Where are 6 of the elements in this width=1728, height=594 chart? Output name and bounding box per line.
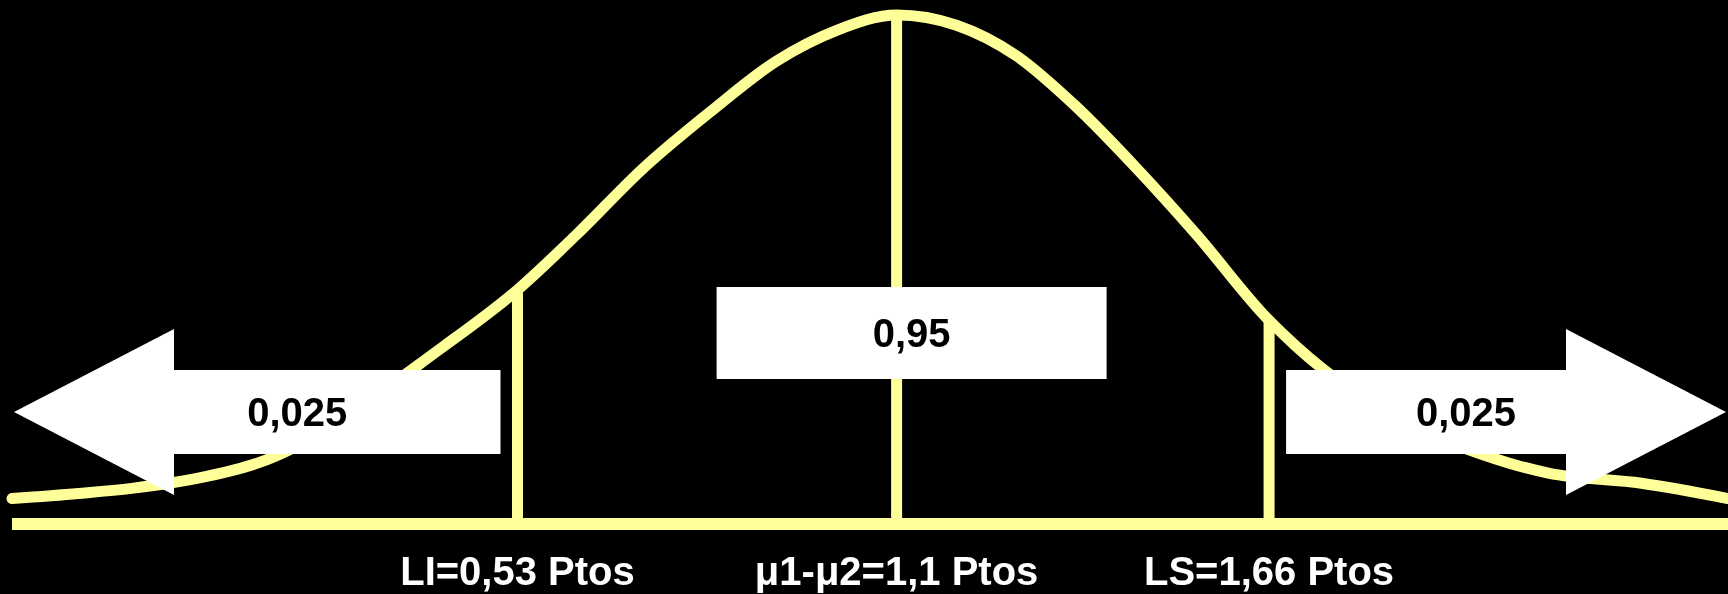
x-tick-label: LS=1,66 Ptos [1144, 549, 1395, 593]
annotation: 0,025 [1415, 390, 1517, 435]
annotation: 0,025 [247, 390, 348, 435]
x-tick-label: LI=0,53 Ptos [400, 549, 635, 593]
annotation: 0,95 [872, 311, 951, 356]
x-tick-label: μ1-μ2=1,1 Ptos [754, 549, 1039, 593]
